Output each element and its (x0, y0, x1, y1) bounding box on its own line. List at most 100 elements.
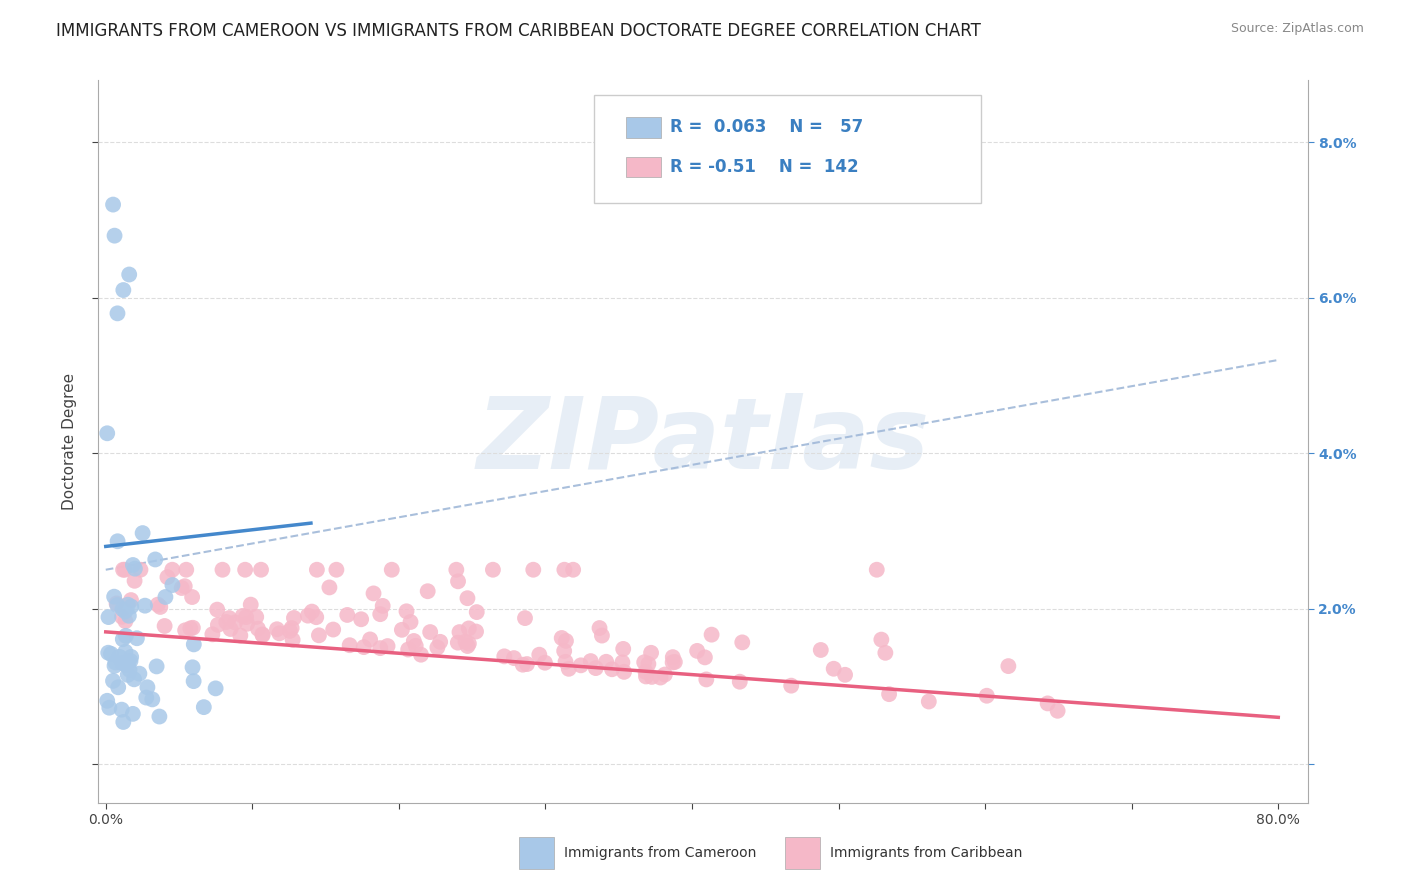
Point (117, 656, 139, 670)
Point (634, 669, 657, 683)
Point (695, 673, 717, 687)
Point (114, 645, 136, 659)
Point (686, 644, 709, 658)
Point (162, 563, 184, 577)
Point (447, 574, 470, 589)
Point (1046, 704, 1069, 718)
Point (554, 655, 576, 669)
Point (236, 616, 259, 631)
Point (98, 700, 121, 714)
Point (551, 631, 574, 645)
Point (447, 635, 470, 649)
Point (105, 598, 128, 612)
Point (870, 632, 893, 647)
Point (111, 602, 134, 616)
Point (728, 674, 751, 689)
Point (322, 623, 344, 637)
Point (600, 662, 623, 676)
Point (579, 654, 602, 668)
Point (114, 604, 136, 618)
Point (368, 641, 391, 656)
Point (239, 598, 262, 612)
Point (101, 197, 124, 211)
Point (105, 597, 128, 611)
Point (181, 621, 204, 635)
FancyBboxPatch shape (595, 95, 981, 203)
Point (252, 627, 274, 641)
Point (211, 563, 233, 577)
Point (391, 623, 413, 637)
Point (457, 636, 479, 650)
Point (661, 656, 683, 670)
Point (120, 649, 142, 664)
Point (780, 679, 803, 693)
Point (112, 283, 135, 297)
Point (595, 655, 617, 669)
Point (281, 632, 304, 647)
Point (429, 635, 451, 649)
Point (325, 563, 347, 577)
Point (353, 640, 375, 654)
Point (162, 578, 184, 592)
Point (301, 605, 323, 619)
Point (585, 661, 607, 675)
Point (179, 621, 201, 635)
Point (121, 706, 143, 721)
Point (1036, 697, 1059, 711)
Point (215, 615, 238, 629)
Point (174, 624, 197, 638)
Point (124, 561, 146, 575)
Point (111, 609, 134, 624)
Text: IMMIGRANTS FROM CAMEROON VS IMMIGRANTS FROM CARIBBEAN DOCTORATE DEGREE CORRELATI: IMMIGRANTS FROM CAMEROON VS IMMIGRANTS F… (56, 22, 981, 40)
Point (377, 639, 399, 653)
Point (810, 643, 832, 657)
Point (834, 667, 856, 681)
Point (875, 646, 897, 660)
Point (456, 591, 478, 606)
Point (103, 658, 125, 673)
Point (141, 692, 163, 706)
Point (305, 610, 328, 624)
Point (612, 656, 634, 670)
Point (402, 634, 425, 648)
Point (336, 607, 359, 622)
Point (111, 657, 134, 671)
Point (103, 228, 125, 243)
Point (96, 426, 118, 441)
Point (612, 641, 634, 656)
FancyBboxPatch shape (519, 838, 554, 870)
Point (124, 574, 146, 588)
Point (115, 629, 138, 643)
Point (146, 598, 169, 612)
Point (283, 611, 305, 625)
Point (114, 614, 136, 628)
Point (266, 622, 288, 636)
Point (115, 657, 138, 672)
Point (205, 602, 228, 616)
Point (419, 625, 441, 640)
Point (112, 563, 135, 577)
Point (111, 632, 134, 647)
FancyBboxPatch shape (785, 838, 820, 870)
Point (641, 670, 664, 684)
Text: R = -0.51    N =  142: R = -0.51 N = 142 (671, 158, 859, 176)
Point (143, 552, 166, 566)
Point (318, 581, 340, 595)
Point (371, 599, 394, 613)
Point (156, 570, 179, 584)
Point (155, 590, 177, 604)
Point (553, 563, 575, 577)
Point (229, 628, 252, 642)
Point (107, 306, 129, 320)
FancyBboxPatch shape (626, 117, 661, 137)
Point (503, 651, 526, 665)
Point (145, 659, 167, 673)
Point (149, 599, 172, 614)
Point (269, 626, 291, 640)
Point (654, 667, 676, 681)
Point (107, 534, 129, 549)
Point (308, 628, 330, 642)
Text: R =  0.063    N =   57: R = 0.063 N = 57 (671, 119, 863, 136)
Point (129, 563, 152, 577)
Point (120, 593, 142, 607)
